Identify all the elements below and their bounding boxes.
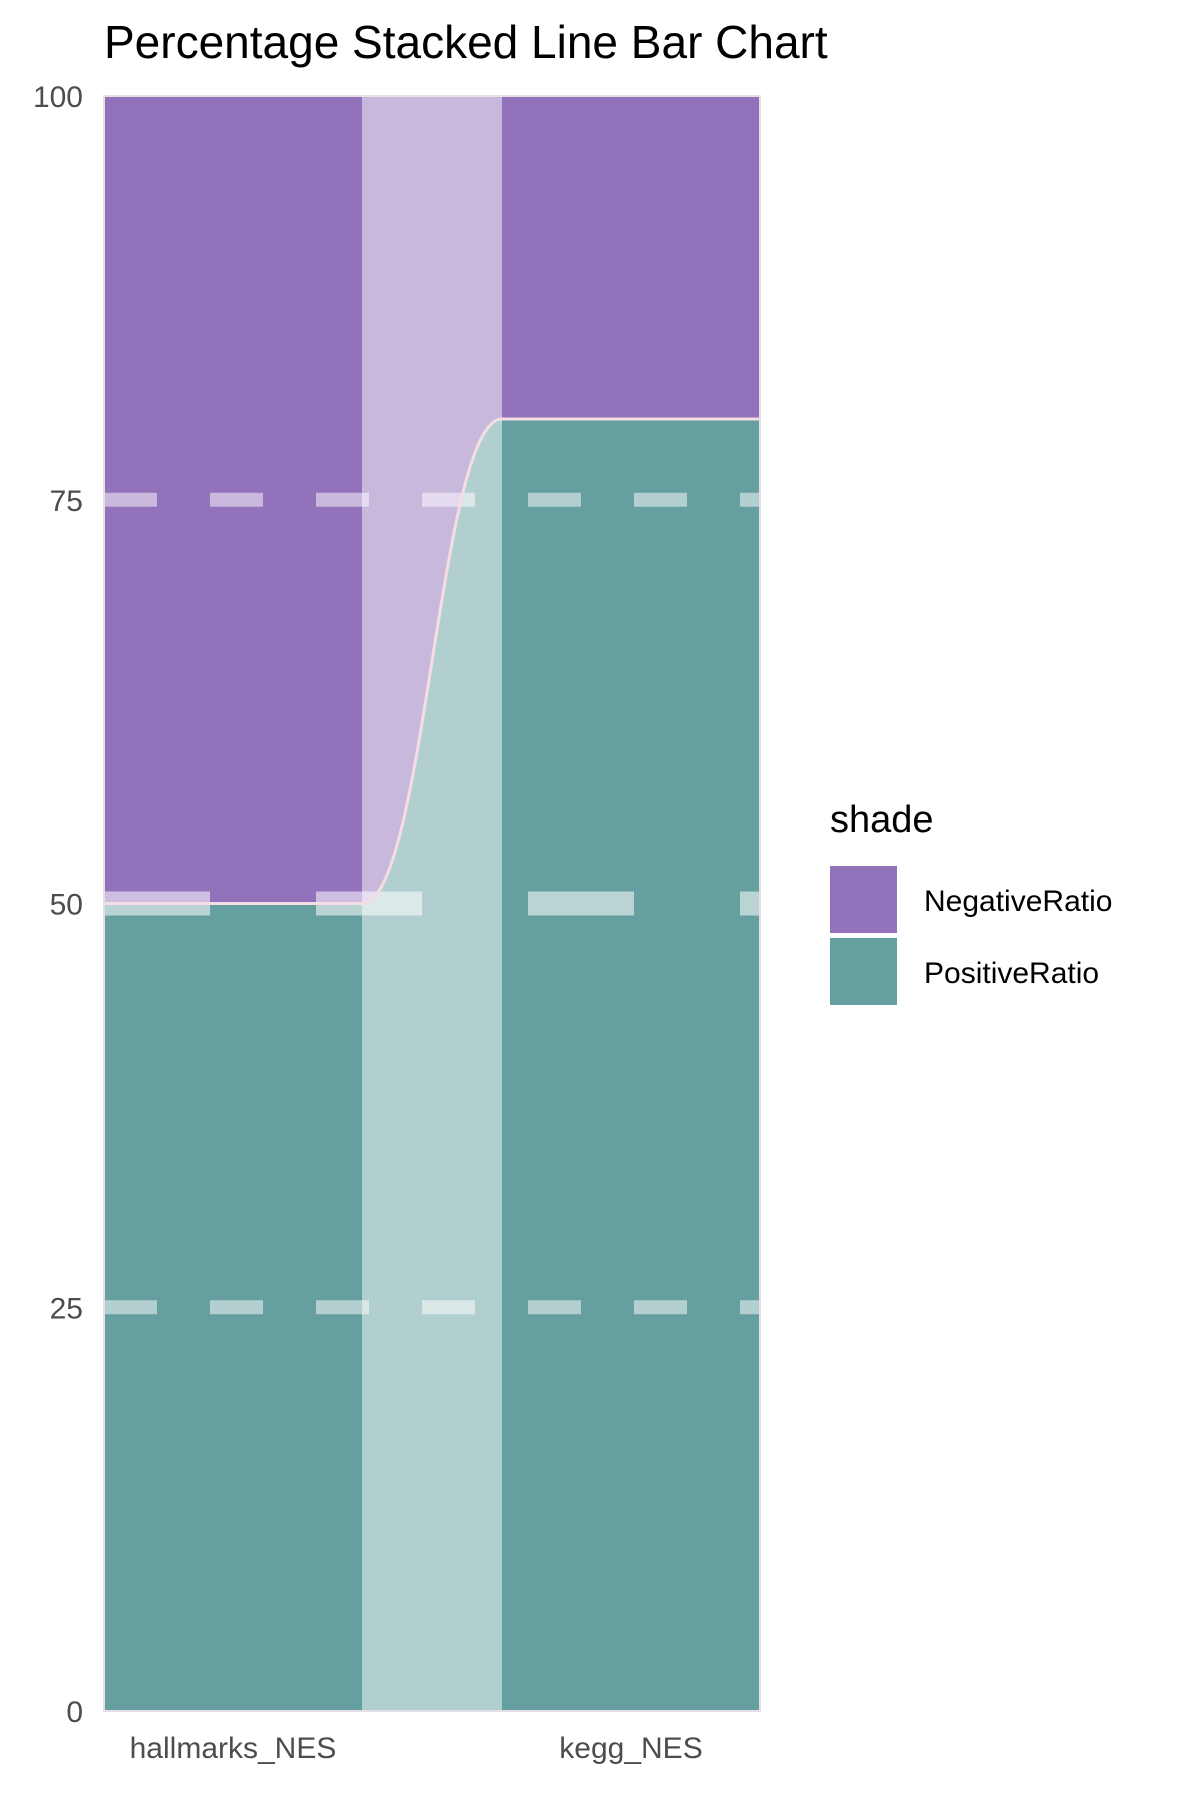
chart-title: Percentage Stacked Line Bar Chart — [104, 16, 828, 68]
legend-key-negativeratio — [830, 866, 897, 933]
legend: shade NegativeRatio PositiveRatio — [830, 799, 1112, 1005]
x-tick-label: hallmarks_NES — [130, 1732, 337, 1765]
legend-label-positiveratio: PositiveRatio — [924, 957, 1099, 990]
plot-border — [103, 95, 761, 1712]
bar-positiveratio-kegg_nes — [502, 419, 760, 1711]
legend-label-negativeratio: NegativeRatio — [924, 885, 1112, 918]
y-tick-label: 75 — [50, 485, 83, 518]
legend-title: shade — [830, 799, 934, 841]
x-axis: hallmarks_NES kegg_NES — [130, 1732, 703, 1765]
y-tick-label: 50 — [50, 889, 83, 922]
plot-area — [103, 95, 761, 1712]
y-tick-label: 25 — [50, 1292, 83, 1325]
connector-area-positive — [362, 419, 502, 1711]
y-tick-label: 100 — [33, 81, 83, 114]
legend-key-positiveratio — [830, 938, 897, 1005]
x-tick-label: kegg_NES — [559, 1732, 702, 1765]
y-tick-label: 0 — [66, 1696, 83, 1729]
bar-negativeratio-kegg_nes — [502, 96, 760, 419]
y-axis: 0 25 50 75 100 — [33, 81, 83, 1729]
connector-line — [104, 417, 760, 905]
